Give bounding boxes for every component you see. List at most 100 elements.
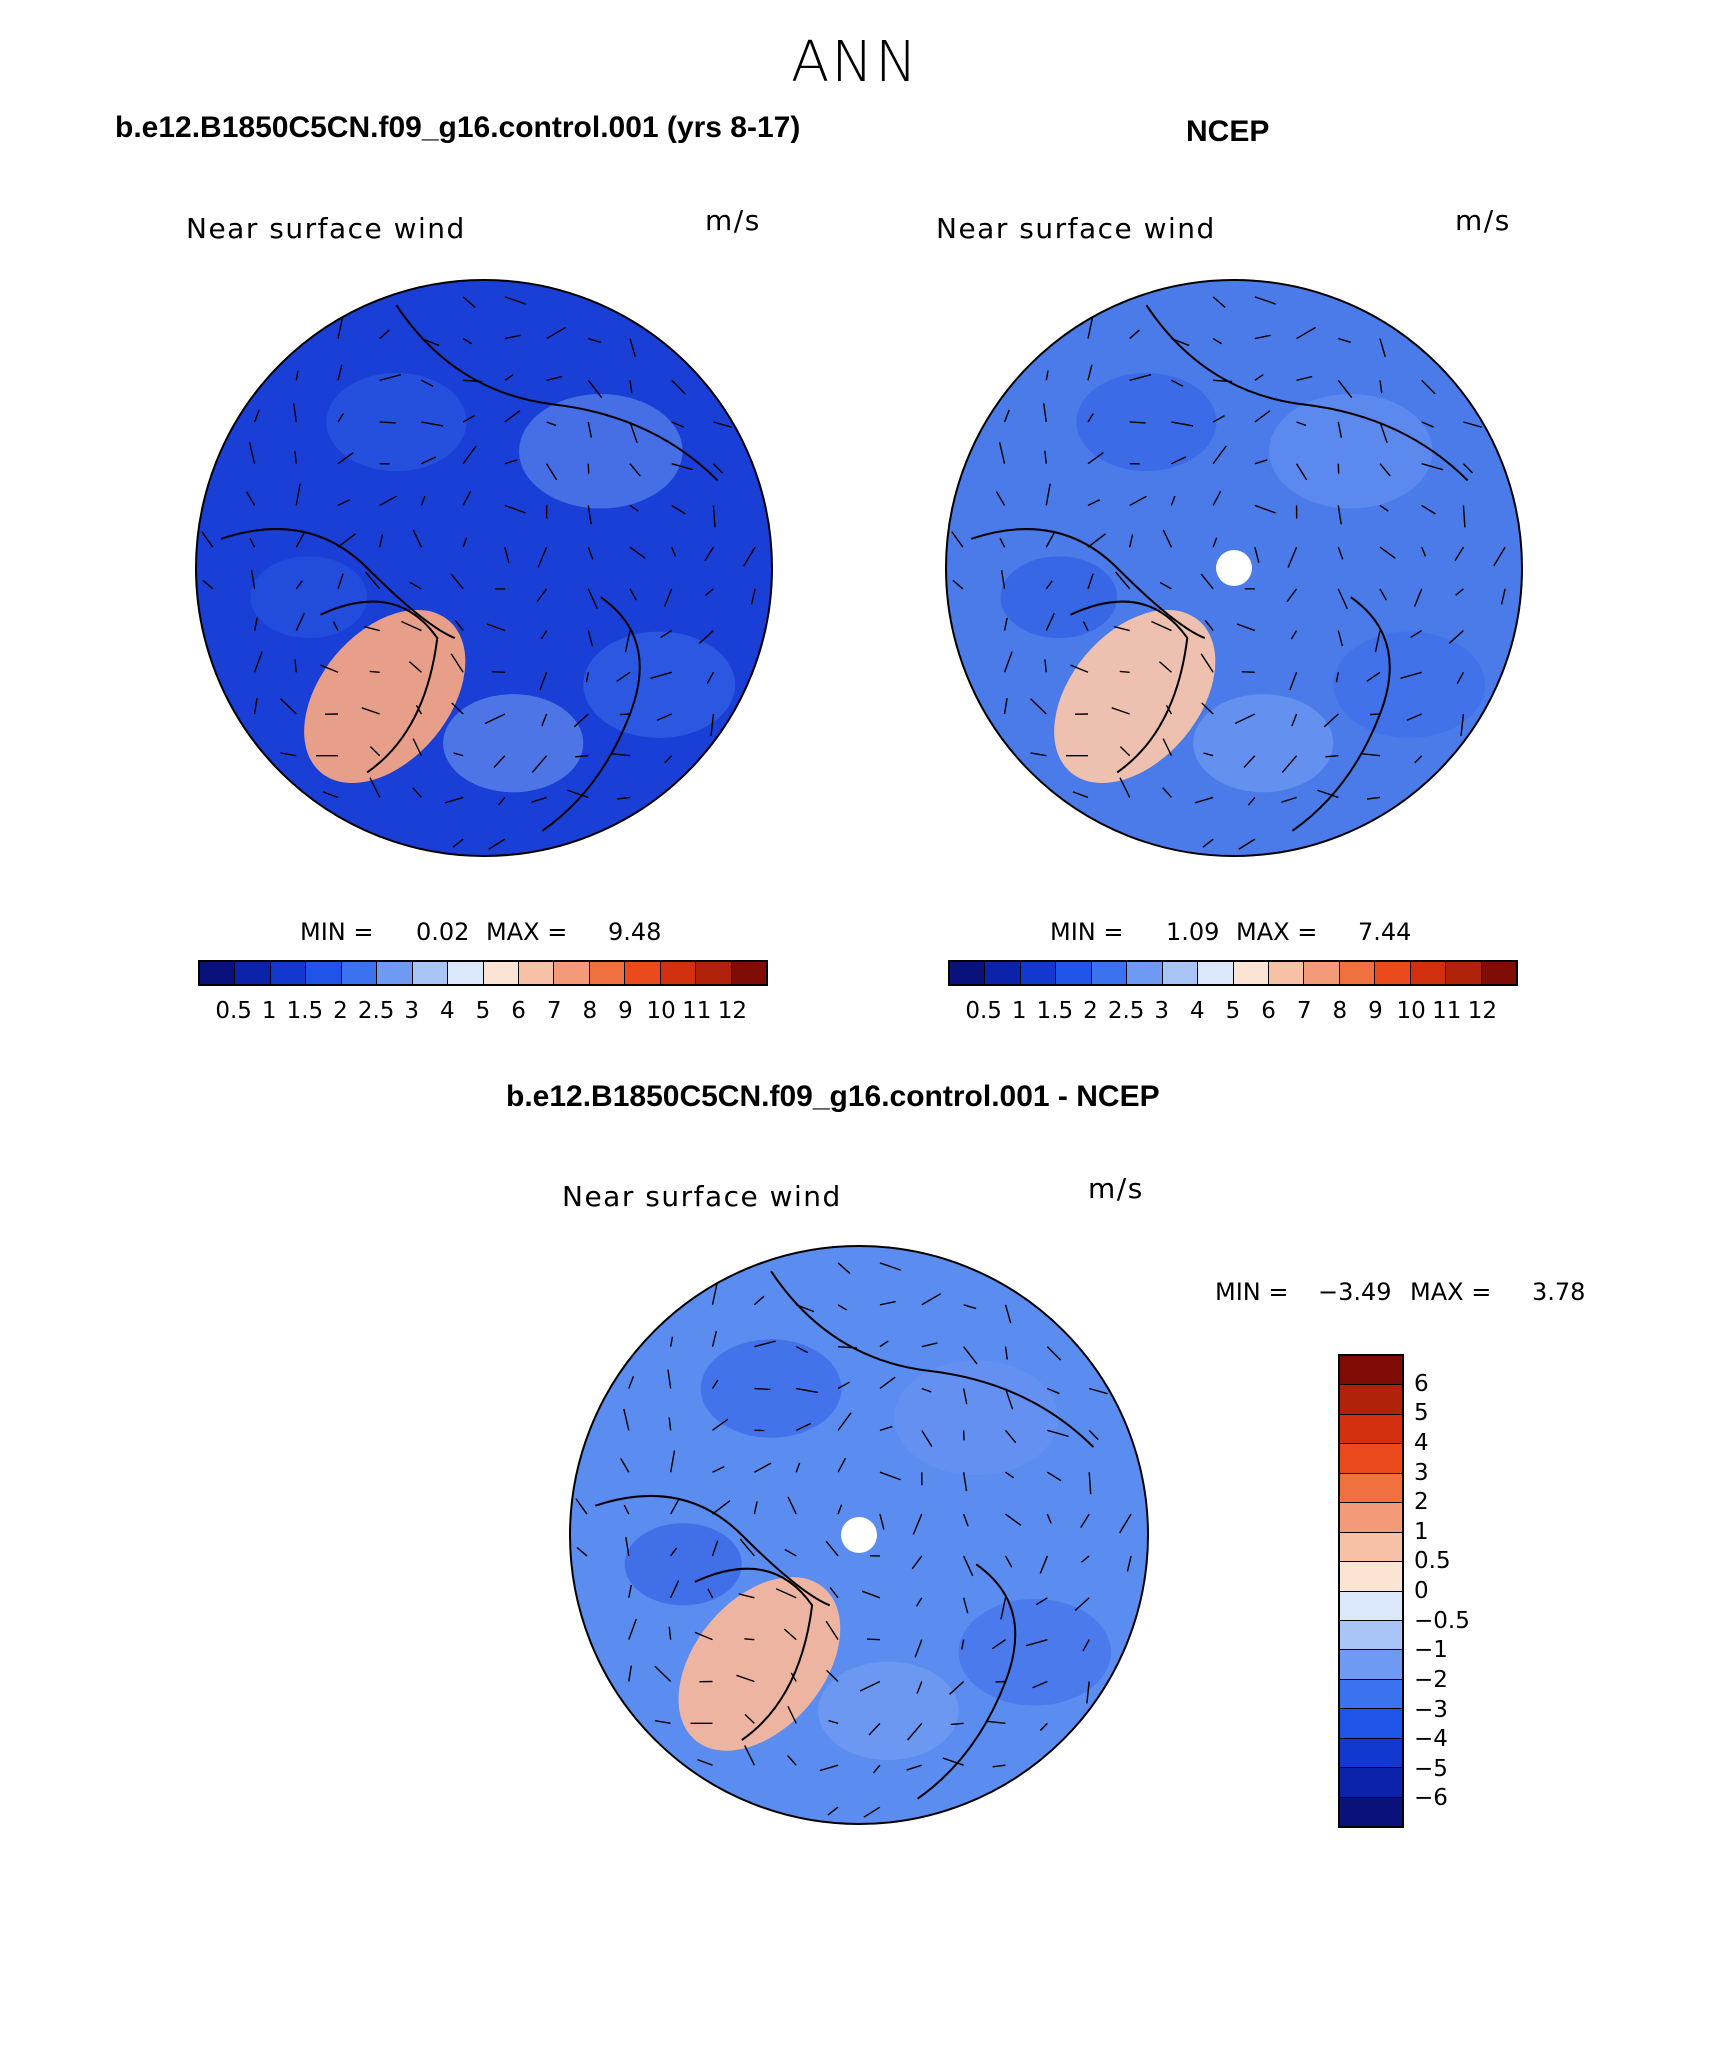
panel-2-polar-map [945, 279, 1523, 857]
wind-vector [667, 1369, 672, 1389]
wind-vector [1247, 796, 1256, 806]
coastline [220, 528, 456, 640]
wind-vector [1281, 755, 1298, 773]
wind-vector [787, 1496, 797, 1515]
wind-vector [337, 573, 344, 590]
wind-vector [795, 1304, 815, 1313]
wind-vector [1337, 588, 1349, 610]
wind-vector [504, 504, 526, 514]
wind-vector [451, 702, 464, 715]
wind-vector [361, 707, 380, 715]
wind-vector [915, 1597, 923, 1607]
wind-vector [462, 415, 475, 423]
wind-vector [738, 1593, 755, 1599]
wind-vector [250, 569, 256, 589]
wind-vector [245, 491, 256, 506]
wind-vector [1212, 337, 1223, 345]
panel-3-colorbar-tick-label: −6 [1414, 1785, 1448, 1812]
wind-vector [1045, 483, 1051, 506]
contour-patch [700, 1339, 842, 1438]
wind-vector [1236, 623, 1256, 632]
wind-vector [202, 579, 214, 590]
wind-vector [1119, 777, 1131, 798]
wind-vector [1290, 630, 1298, 640]
wind-vector [201, 531, 214, 548]
wind-vector [539, 672, 548, 691]
wind-vector [837, 1504, 843, 1515]
wind-vector [497, 796, 506, 806]
wind-vector [295, 370, 299, 381]
wind-vector [1045, 613, 1055, 631]
wind-vector [587, 505, 592, 525]
wind-vector [952, 579, 964, 590]
wind-vector [587, 421, 593, 438]
wind-vector [541, 713, 548, 727]
contour-patch [443, 694, 584, 793]
wind-vector [1089, 1387, 1108, 1395]
wind-vector [1115, 571, 1131, 590]
panel-3-colorbar-swatch [1340, 1650, 1402, 1680]
wind-vector [837, 1457, 847, 1473]
panel-1-colorbar-tick-label: 2.5 [357, 998, 395, 1024]
panel-2-colorbar-tick-label: 3 [1154, 998, 1170, 1024]
wind-vector [1035, 1597, 1048, 1606]
wind-vector [775, 1588, 797, 1599]
wind-vector [379, 373, 402, 381]
panel-1-colorbar-swatch [235, 962, 271, 984]
wind-vector [1003, 409, 1010, 423]
wind-maximum-region [678, 1577, 841, 1751]
coastline [970, 528, 1206, 640]
wind-vector [744, 1745, 755, 1766]
wind-vector [879, 1340, 889, 1348]
wind-vector [1337, 546, 1344, 560]
wind-vector [654, 1665, 672, 1683]
wind-vector [711, 1283, 718, 1305]
wind-vector [1045, 580, 1053, 590]
panel-2-colorbar-swatch [1339, 962, 1376, 984]
wind-vector [1082, 1639, 1090, 1652]
wind-vector [491, 671, 505, 673]
wind-vector [567, 789, 589, 799]
wind-vector [409, 581, 422, 590]
wind-vector [1421, 504, 1436, 515]
panel-1-colorbar-swatch [483, 962, 519, 984]
wind-vector [1158, 661, 1172, 673]
panel-2-colorbar-swatch [1233, 962, 1269, 984]
panel-3-polar-map [569, 1245, 1149, 1825]
wind-vector [753, 1501, 758, 1515]
wind-vector [1004, 1555, 1013, 1568]
panel-3-colorbar-swatch [1340, 1768, 1402, 1798]
wind-vector [963, 1346, 978, 1365]
panel-1-colorbar-swatch [589, 962, 626, 984]
wind-vector [504, 546, 510, 563]
wind-vector [921, 1387, 932, 1393]
wind-vector [1379, 380, 1383, 394]
contour-patch [958, 1598, 1111, 1706]
wind-vector [1171, 421, 1194, 427]
wind-vector [671, 379, 686, 395]
wind-vector [668, 1626, 672, 1640]
panel-2-colorbar-tick-label: 10 [1396, 998, 1426, 1024]
wind-vector [585, 672, 589, 683]
wind-vector [1005, 1513, 1022, 1526]
wind-vector [664, 755, 673, 764]
wind-vector [754, 1462, 772, 1473]
wind-vector [879, 1471, 901, 1481]
contour-patch [1269, 393, 1433, 509]
wind-vector [1003, 698, 1008, 715]
wind-vector [462, 490, 472, 506]
wind-vector [253, 617, 258, 631]
wind-vector [623, 1408, 630, 1431]
panel-3-colorbar-tick-label: −0.5 [1414, 1607, 1470, 1634]
wind-vector [1171, 379, 1184, 387]
wind-vector [1335, 672, 1339, 683]
wind-vector [504, 374, 514, 381]
wind-vector [837, 1262, 851, 1275]
wind-vector [783, 1628, 797, 1641]
panel-3-colorbar-swatch [1340, 1797, 1402, 1826]
panel-3-colorbar-swatch [1340, 1679, 1402, 1710]
wind-vector [462, 445, 477, 465]
wind-vector [1200, 573, 1214, 590]
panel-1-colorbar-tick-label: 2 [333, 998, 348, 1024]
panel-1-colorbar-swatch [306, 962, 342, 984]
